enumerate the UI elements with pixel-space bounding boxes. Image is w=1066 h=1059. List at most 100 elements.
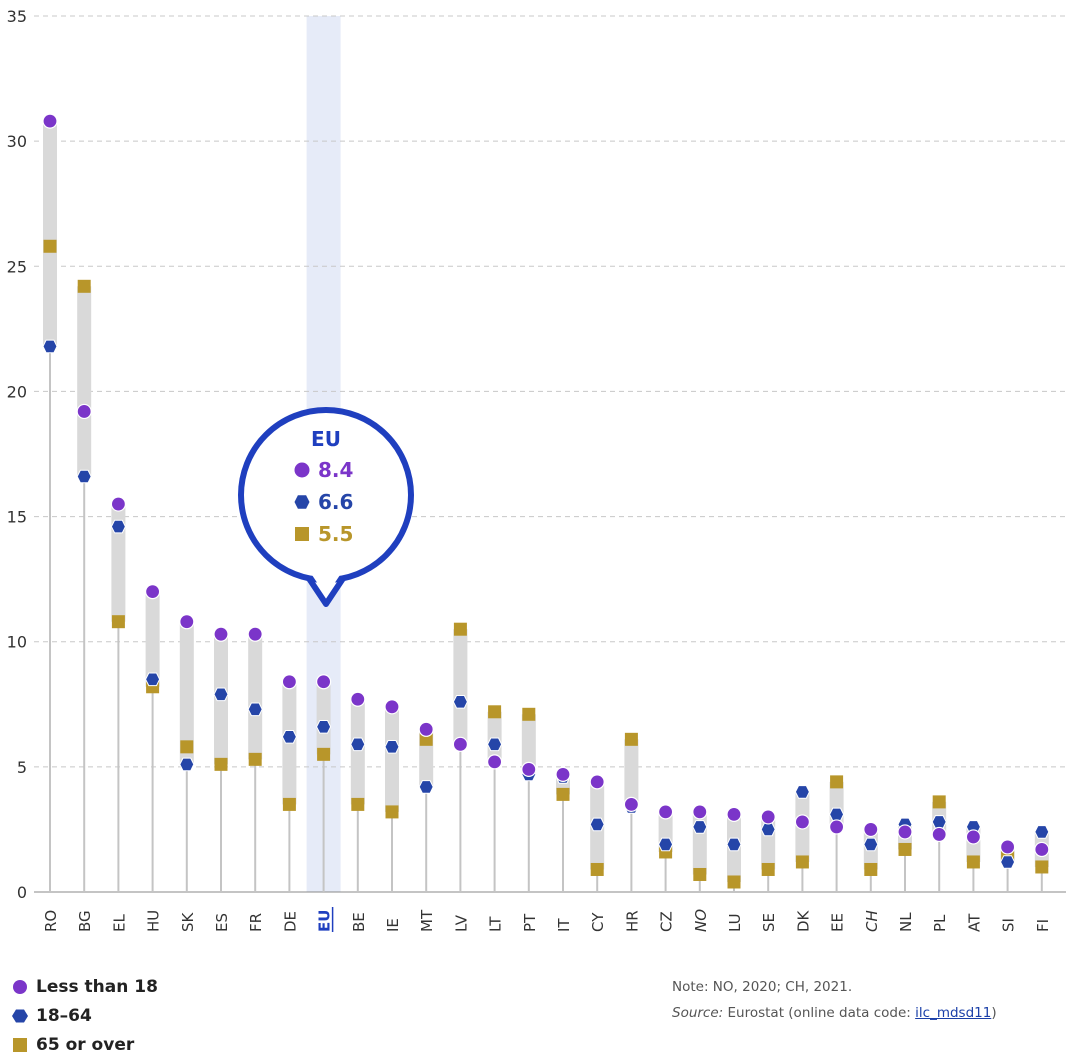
data-point-65-or-over xyxy=(864,862,878,876)
range-bar xyxy=(350,699,365,805)
y-tick-label: 35 xyxy=(7,7,27,26)
y-tick-label: 15 xyxy=(7,508,27,527)
data-point-less-than-18 xyxy=(452,736,468,752)
data-point-65-or-over xyxy=(522,707,536,721)
callout-pointer-fill xyxy=(310,572,342,596)
data-point-18-64 xyxy=(589,817,605,832)
data-point-65-or-over xyxy=(624,732,638,746)
range-bar xyxy=(43,121,57,347)
data-point-less-than-18 xyxy=(76,403,92,420)
x-tick-label: DK xyxy=(794,909,812,932)
hexagon-marker-icon xyxy=(12,1009,28,1022)
data-point-65-or-over xyxy=(385,805,399,819)
data-point-18-64 xyxy=(247,702,263,717)
data-point-65-or-over xyxy=(351,797,365,811)
data-point-less-than-18 xyxy=(726,806,742,823)
x-tick-label: EU xyxy=(316,910,334,932)
source-end: ) xyxy=(991,1005,997,1021)
data-point-18-64 xyxy=(145,672,161,687)
data-point-65-or-over xyxy=(830,775,844,789)
data-point-65-or-over xyxy=(488,705,502,719)
callout-circle-marker-icon xyxy=(294,462,310,478)
eu-callout: EU 8.4 6.6 5.5 xyxy=(238,407,414,607)
data-point-65-or-over xyxy=(77,279,91,293)
range-bar xyxy=(385,706,399,812)
legend-item-less-than-18: Less than 18 xyxy=(12,972,158,1001)
source-code-link[interactable]: ilc_mdsd11 xyxy=(915,1005,992,1021)
data-point-less-than-18 xyxy=(521,761,537,777)
callout-value: 5.5 xyxy=(318,522,353,546)
data-point-65-or-over xyxy=(282,797,296,811)
data-point-less-than-18 xyxy=(760,809,776,825)
data-point-less-than-18 xyxy=(42,113,58,129)
data-point-18-64 xyxy=(863,837,879,852)
x-tick-label: MT xyxy=(418,909,436,932)
data-point-18-64 xyxy=(110,519,126,534)
data-point-18-64 xyxy=(281,730,297,744)
data-point-18-64 xyxy=(1034,825,1050,839)
data-point-65-or-over xyxy=(932,795,946,809)
range-bar xyxy=(179,621,194,765)
data-point-65-or-over xyxy=(317,747,331,761)
data-point-18-64 xyxy=(760,822,776,837)
x-tick-label: SK xyxy=(179,911,197,932)
notes: Note: NO, 2020; CH, 2021. Source: Eurost… xyxy=(672,974,997,1026)
circle-marker-icon xyxy=(13,979,27,994)
data-point-18-64 xyxy=(658,837,674,852)
x-tick-label: FI xyxy=(1034,919,1052,932)
data-point-less-than-18 xyxy=(1034,841,1050,858)
x-tick-label: DE xyxy=(281,911,299,932)
y-tick-label: 10 xyxy=(7,633,27,652)
data-point-less-than-18 xyxy=(794,814,811,830)
x-tick-label: RO xyxy=(42,910,60,932)
data-point-65-or-over xyxy=(590,862,604,876)
range-bar xyxy=(316,681,331,755)
y-tick-label: 30 xyxy=(7,132,27,151)
x-tick-label: AT xyxy=(965,913,983,932)
data-point-65-or-over xyxy=(111,615,125,629)
data-point-65-or-over xyxy=(761,862,775,876)
data-point-less-than-18 xyxy=(897,824,913,840)
callout-square-marker-icon xyxy=(295,527,309,541)
data-point-less-than-18 xyxy=(316,674,332,690)
range-bar xyxy=(77,286,92,477)
x-tick-label: PL xyxy=(931,914,949,932)
y-tick-label: 0 xyxy=(17,883,27,902)
legend-label: Less than 18 xyxy=(36,976,158,997)
data-point-65-or-over xyxy=(180,740,194,754)
data-point-less-than-18 xyxy=(110,496,127,512)
data-point-18-64 xyxy=(213,687,229,702)
data-point-65-or-over xyxy=(43,239,57,253)
range-bar xyxy=(111,504,126,622)
x-tick-label: LT xyxy=(487,916,505,932)
data-point-less-than-18 xyxy=(384,699,400,715)
data-point-less-than-18 xyxy=(281,674,297,690)
data-point-65-or-over xyxy=(795,855,809,869)
data-point-18-64 xyxy=(316,720,332,734)
x-tick-label: NL xyxy=(897,912,915,932)
x-tick-label: NO xyxy=(692,909,710,932)
y-tick-label: 5 xyxy=(17,758,27,777)
legend-label: 18–64 xyxy=(36,1005,92,1026)
note-text: Note: NO, 2020; CH, 2021. xyxy=(672,979,853,995)
callout-value: 8.4 xyxy=(318,458,353,482)
data-point-18-64 xyxy=(726,837,742,852)
y-tick-label: 25 xyxy=(7,257,27,276)
data-point-65-or-over xyxy=(248,752,262,766)
data-point-18-64 xyxy=(350,737,366,752)
data-point-65-or-over xyxy=(453,622,467,636)
x-tick-label: HR xyxy=(623,910,641,932)
data-point-less-than-18 xyxy=(247,626,263,642)
x-tick-label: IT xyxy=(555,918,573,932)
x-tick-label: SI xyxy=(1000,918,1018,932)
data-point-18-64 xyxy=(931,815,947,829)
data-point-less-than-18 xyxy=(623,796,640,813)
y-tick-label: 20 xyxy=(7,382,27,401)
x-tick-label: LU xyxy=(726,913,744,932)
callout-hexagon-marker-icon xyxy=(294,495,310,509)
x-tick-label: IE xyxy=(384,918,402,932)
x-tick-label: HU xyxy=(145,910,163,932)
data-point-18-64 xyxy=(452,695,468,709)
x-tick-label: CY xyxy=(589,912,607,932)
source-label: Source: xyxy=(672,1005,724,1021)
